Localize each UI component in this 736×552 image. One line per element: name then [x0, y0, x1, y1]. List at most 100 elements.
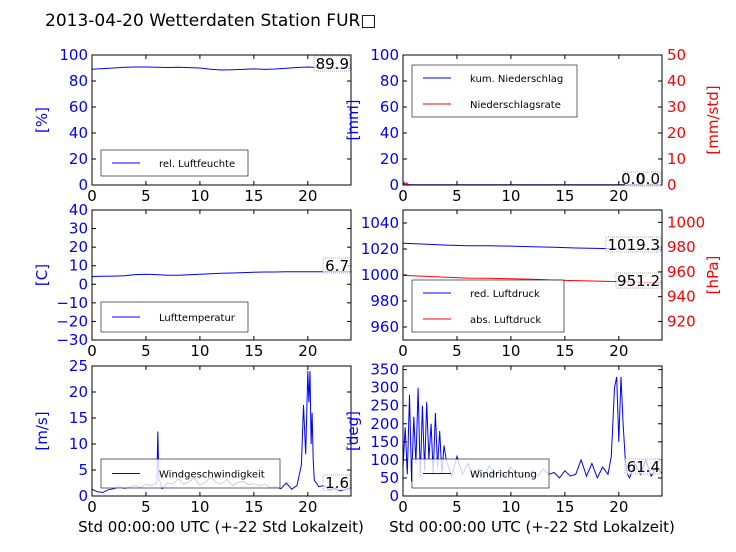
- y-right-tick-label: 980: [667, 238, 696, 256]
- y-tick-label: 10: [69, 435, 88, 453]
- y-axis-label: [C]: [33, 264, 51, 286]
- y-tick-label: 350: [370, 361, 399, 379]
- y-axis-label-right: [mm/std]: [704, 85, 722, 154]
- last-value-box: [322, 257, 351, 274]
- y-tick-label: 10: [69, 257, 88, 275]
- x-tick-label: 5: [141, 187, 151, 205]
- x-tick-label: 15: [555, 342, 574, 360]
- x-tick-label: 15: [244, 187, 263, 205]
- x-tick-label: 10: [190, 342, 209, 360]
- y-tick-label: 25: [69, 357, 88, 375]
- x-tick-label: 15: [555, 498, 574, 516]
- y-tick-label: 20: [69, 150, 88, 168]
- x-tick-label: 0: [87, 498, 97, 516]
- legend-box: [411, 64, 578, 118]
- y-tick-label: 300: [370, 379, 399, 397]
- y-right-tick-label: 920: [667, 312, 696, 330]
- y-tick-label: 100: [370, 451, 399, 469]
- chart-panel-middle-right: 0 5 10 15 20 960 980 1000 1020 1040 920 940 960 980 10…: [361, 209, 722, 360]
- last-value-box: [605, 236, 662, 253]
- x-axis-label-right: Std 00:00:00 UTC (+-22 Std Lokalzeit): [389, 518, 675, 536]
- legend-label: Niederschlagsrate: [470, 100, 561, 111]
- last-value-box: [615, 272, 662, 289]
- y-tick-label: 980: [370, 292, 399, 310]
- x-tick-label: 20: [298, 187, 317, 205]
- y-tick-label: 250: [370, 397, 399, 415]
- legend-label: abs. Luftdruck: [470, 315, 541, 326]
- chart-panel-top-right: 0 5 10 15 20 0 20 40 60 80 100 0 10 20 30 40 50 [mm] [mm/s…: [344, 46, 722, 205]
- y-tick-label: 80: [380, 72, 399, 90]
- y-tick-label: 40: [69, 124, 88, 142]
- series-line-niederschlagsrate: [403, 181, 662, 185]
- y-tick-label: 0: [389, 176, 399, 194]
- legend-label: rel. Luftfeuchte: [159, 159, 235, 170]
- y-tick-label: 0: [78, 275, 88, 293]
- y-tick-label: 15: [69, 409, 88, 427]
- y-axis-label: [%]: [33, 107, 51, 133]
- last-value-label: 6.7: [325, 257, 349, 275]
- x-tick-label: 5: [452, 187, 462, 205]
- y-axis-label: [deg]: [344, 411, 362, 451]
- last-value-label: 1.6: [325, 474, 349, 492]
- axes-frame: [402, 54, 663, 186]
- axes-frame: [402, 365, 663, 497]
- y-right-tick-label: 960: [667, 263, 696, 281]
- last-value-label: 0.0: [621, 170, 645, 188]
- x-tick-label: 10: [501, 342, 520, 360]
- last-value-box: [624, 458, 662, 475]
- y-tick-label: −30: [56, 331, 88, 349]
- y-tick-label: 20: [69, 238, 88, 256]
- x-tick-label: 20: [298, 342, 317, 360]
- x-tick-label: 15: [555, 187, 574, 205]
- x-tick-label: 5: [452, 498, 462, 516]
- y-tick-label: 1000: [361, 266, 399, 284]
- x-tick-label: 15: [244, 342, 263, 360]
- x-tick-label: 20: [609, 187, 628, 205]
- x-tick-label: 15: [244, 498, 263, 516]
- series-line-rel-luftfeuchte: [92, 66, 351, 71]
- y-tick-label: 0: [78, 487, 88, 505]
- x-tick-label: 0: [398, 342, 408, 360]
- x-tick-label: 5: [452, 342, 462, 360]
- y-tick-label: −20: [56, 312, 88, 330]
- x-tick-label: 20: [298, 498, 317, 516]
- y-tick-label: 80: [69, 72, 88, 90]
- y-tick-label: 20: [69, 383, 88, 401]
- x-tick-label: 20: [609, 498, 628, 516]
- y-tick-label: 1020: [361, 240, 399, 258]
- y-right-tick-label: 50: [667, 46, 686, 64]
- last-value-box: [313, 55, 351, 72]
- y-right-tick-label: 10: [667, 150, 686, 168]
- y-tick-label: −10: [56, 294, 88, 312]
- axes-frame: [91, 54, 352, 186]
- x-tick-label: 0: [398, 498, 408, 516]
- y-tick-label: 0: [78, 176, 88, 194]
- y-right-tick-label: 40: [667, 72, 686, 90]
- last-value-label: 61.4: [627, 458, 660, 476]
- y-tick-label: 40: [69, 201, 88, 219]
- last-value-label: 0.0: [636, 170, 660, 188]
- y-axis-label: [m/s]: [33, 411, 51, 450]
- x-tick-label: 10: [501, 187, 520, 205]
- last-value-label: 89.9: [316, 55, 349, 73]
- legend-box: [411, 279, 565, 333]
- y-right-tick-label: 20: [667, 124, 686, 142]
- chart-panel-bottom-right: 0 5 10 15 20050100150200250300350[deg]61.4Wi…: [344, 361, 663, 516]
- series-line-lufttemperatur: [92, 271, 351, 277]
- chart-panel-top-left: 0 5 10 15 20 0 20 40 60 80 100 [%] 89.9 rel. Luftfeuc…: [33, 46, 352, 205]
- y-tick-label: 40: [380, 124, 399, 142]
- x-tick-label: 0: [398, 187, 408, 205]
- y-right-tick-label: 30: [667, 98, 686, 116]
- x-tick-label: 10: [190, 498, 209, 516]
- y-axis-label-right: [hPa]: [704, 256, 722, 295]
- legend-label: Windgeschwindigkeit: [159, 470, 265, 481]
- x-tick-label: 0: [87, 187, 97, 205]
- y-tick-label: 30: [69, 220, 88, 238]
- x-tick-label: 0: [87, 342, 97, 360]
- legend-label: kum. Niederschlag: [470, 74, 563, 85]
- x-tick-label: 5: [141, 342, 151, 360]
- chart-title: 2013-04-20 Wetterdaten Station FUR□: [45, 11, 376, 31]
- y-tick-label: 1040: [361, 214, 399, 232]
- axes-frame: [91, 209, 352, 341]
- y-tick-label: 60: [380, 98, 399, 116]
